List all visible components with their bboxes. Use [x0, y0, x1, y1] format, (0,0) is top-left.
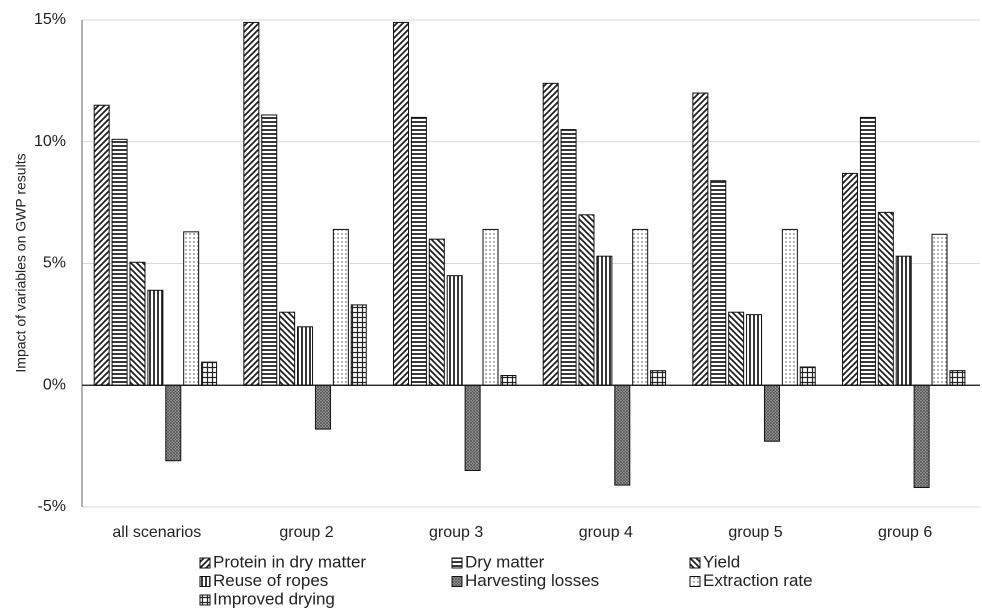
y-tick-label: 5% [43, 255, 66, 272]
bar [111, 138, 128, 386]
bar [913, 384, 930, 489]
legend-swatch [199, 576, 211, 587]
bar [614, 384, 631, 486]
bar [297, 326, 314, 386]
bar [446, 275, 463, 386]
bar [410, 116, 427, 386]
bar [799, 366, 816, 386]
x-tick-label: group 5 [728, 524, 782, 541]
y-axis-label: Impact of variables on GWP results [13, 153, 29, 372]
bar [596, 255, 613, 386]
legend-swatch [689, 576, 701, 587]
bar [728, 311, 745, 386]
bar [692, 92, 709, 386]
bar [129, 261, 146, 386]
bar [746, 314, 763, 386]
y-tick-label: -5% [38, 498, 66, 515]
bar [350, 304, 367, 386]
x-tick-label: group 3 [429, 524, 483, 541]
bar [201, 361, 218, 386]
y-tick-label: 15% [34, 11, 66, 28]
bar [500, 375, 517, 386]
bar [877, 211, 894, 386]
x-tick-label: all scenarios [112, 524, 201, 541]
legend-label: Dry matter [465, 552, 545, 571]
bar [650, 370, 667, 386]
bar [428, 238, 445, 386]
bar [931, 233, 948, 386]
x-tick-label: group 4 [579, 524, 633, 541]
legend-label: Yield [703, 552, 740, 571]
bar [895, 255, 912, 386]
y-tick-label: 10% [34, 133, 66, 150]
bar [763, 384, 780, 442]
bar [859, 116, 876, 386]
legend-swatch [451, 557, 463, 569]
bar [93, 104, 110, 386]
legend-swatch [689, 557, 701, 569]
y-tick-label: 0% [43, 376, 66, 393]
bar [314, 384, 331, 430]
bar [261, 114, 278, 386]
legend-label: Extraction rate [703, 571, 813, 590]
bar [147, 289, 164, 386]
legend-label: Improved drying [213, 589, 335, 608]
x-tick-label: group 6 [878, 524, 932, 541]
bar [632, 228, 649, 386]
bar [949, 370, 966, 386]
x-tick-label: group 2 [279, 524, 333, 541]
legend-label: Protein in dry matter [213, 552, 366, 571]
legend-label: Harvesting losses [465, 571, 599, 590]
bar [183, 231, 200, 386]
legend-swatch [199, 594, 211, 606]
bar [243, 21, 260, 386]
legend-swatch [199, 557, 211, 569]
bar [464, 384, 481, 471]
bar [710, 180, 727, 386]
bar [279, 311, 296, 386]
bar [165, 384, 182, 462]
bar [578, 214, 595, 386]
bar [393, 21, 410, 386]
bar [842, 172, 859, 386]
bar [332, 228, 349, 386]
bar [560, 129, 577, 386]
legend-swatch [451, 576, 463, 587]
bar [781, 228, 798, 386]
legend-label: Reuse of ropes [213, 571, 328, 590]
bar [542, 82, 559, 386]
bar [482, 228, 499, 386]
